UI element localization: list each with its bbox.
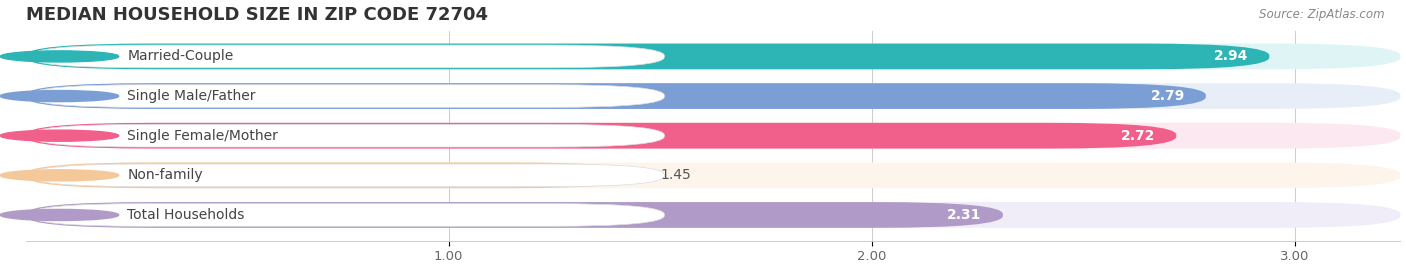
FancyBboxPatch shape: [25, 44, 1270, 69]
FancyBboxPatch shape: [30, 124, 665, 147]
Circle shape: [0, 51, 118, 62]
FancyBboxPatch shape: [25, 202, 1400, 228]
FancyBboxPatch shape: [30, 85, 665, 107]
Text: Married-Couple: Married-Couple: [127, 49, 233, 63]
FancyBboxPatch shape: [25, 123, 1400, 148]
Text: 2.72: 2.72: [1121, 129, 1156, 143]
Text: Total Households: Total Households: [127, 208, 245, 222]
FancyBboxPatch shape: [25, 83, 1206, 109]
Text: 2.94: 2.94: [1213, 49, 1249, 63]
Circle shape: [0, 170, 118, 181]
FancyBboxPatch shape: [30, 45, 665, 68]
FancyBboxPatch shape: [25, 162, 640, 188]
FancyBboxPatch shape: [30, 204, 665, 226]
Text: 2.31: 2.31: [948, 208, 981, 222]
FancyBboxPatch shape: [25, 83, 1400, 109]
Circle shape: [0, 209, 118, 221]
Text: Non-family: Non-family: [127, 168, 202, 182]
Text: Single Female/Mother: Single Female/Mother: [127, 129, 278, 143]
FancyBboxPatch shape: [25, 123, 1177, 148]
FancyBboxPatch shape: [25, 202, 1002, 228]
Circle shape: [0, 90, 118, 102]
Text: 2.79: 2.79: [1150, 89, 1185, 103]
Text: Single Male/Father: Single Male/Father: [127, 89, 256, 103]
FancyBboxPatch shape: [25, 44, 1400, 69]
Text: 1.45: 1.45: [661, 168, 690, 182]
FancyBboxPatch shape: [25, 162, 1400, 188]
FancyBboxPatch shape: [30, 164, 665, 187]
Text: Source: ZipAtlas.com: Source: ZipAtlas.com: [1260, 8, 1385, 21]
Text: MEDIAN HOUSEHOLD SIZE IN ZIP CODE 72704: MEDIAN HOUSEHOLD SIZE IN ZIP CODE 72704: [25, 6, 488, 24]
Circle shape: [0, 130, 118, 141]
